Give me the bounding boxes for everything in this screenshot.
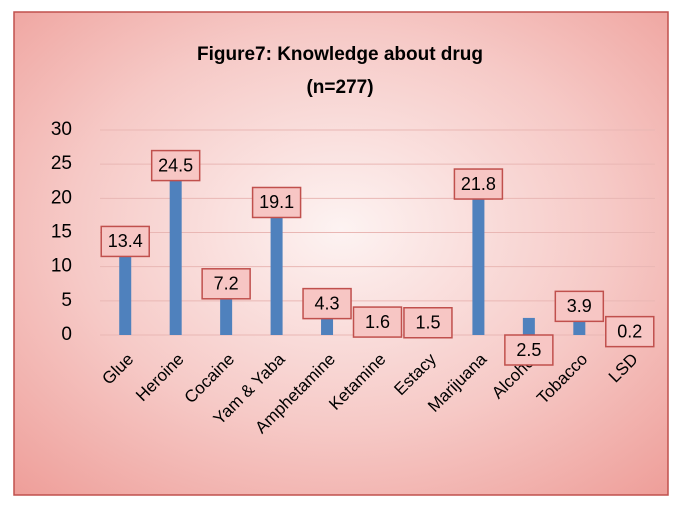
data-label-box bbox=[100, 225, 150, 258]
data-label: 7.2 bbox=[214, 274, 239, 294]
data-label: 1.6 bbox=[365, 312, 390, 332]
data-label: 1.5 bbox=[415, 313, 440, 333]
data-label-box bbox=[251, 186, 302, 219]
data-label: 0.2 bbox=[617, 321, 642, 341]
data-label-box bbox=[403, 307, 453, 339]
y-tick-label: 20 bbox=[51, 187, 72, 208]
data-label-box bbox=[201, 268, 251, 300]
y-tick-label: 15 bbox=[51, 222, 72, 243]
data-label: 19.1 bbox=[259, 192, 294, 212]
data-label: 13.4 bbox=[108, 231, 143, 251]
data-label-box bbox=[554, 290, 605, 323]
bar bbox=[472, 186, 485, 335]
bar bbox=[522, 317, 535, 335]
chart-subtitle: (n=277) bbox=[306, 77, 373, 98]
data-label: 21.8 bbox=[461, 174, 496, 194]
y-tick-label: 0 bbox=[61, 324, 72, 345]
bar bbox=[119, 243, 132, 335]
bar bbox=[169, 167, 182, 335]
data-label: 2.5 bbox=[516, 340, 541, 360]
data-label-box bbox=[150, 149, 201, 182]
data-label-box bbox=[504, 334, 554, 366]
y-tick-label: 10 bbox=[51, 256, 72, 277]
data-label: 3.9 bbox=[567, 296, 592, 316]
data-label-box bbox=[302, 287, 352, 320]
data-label-box bbox=[352, 306, 403, 338]
data-label-box bbox=[453, 168, 504, 200]
data-label: 24.5 bbox=[158, 155, 193, 175]
chart-title: Figure7: Knowledge about drug bbox=[197, 44, 483, 65]
y-tick-label: 5 bbox=[61, 290, 72, 311]
data-label-box bbox=[605, 315, 655, 348]
y-tick-label: 25 bbox=[51, 153, 72, 174]
y-tick-label: 30 bbox=[51, 119, 72, 140]
data-label: 4.3 bbox=[315, 293, 340, 313]
bar bbox=[270, 204, 283, 335]
